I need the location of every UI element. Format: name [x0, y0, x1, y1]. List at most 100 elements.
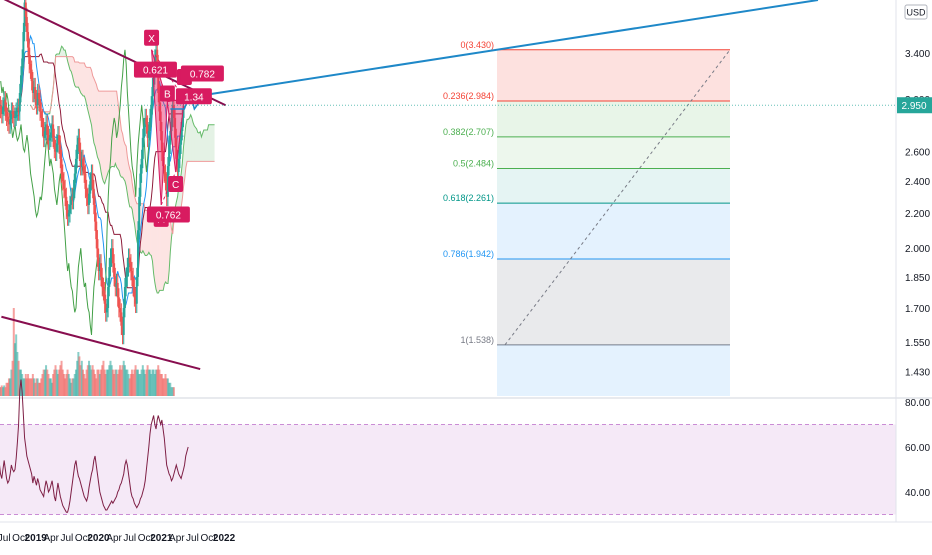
candle-body [150, 105, 153, 118]
volume-bar [94, 374, 97, 396]
volume-bar [146, 365, 149, 396]
volume-bar [152, 369, 155, 396]
cloud-segment [156, 220, 158, 294]
fib-level-label: 0.786(1.942) [443, 249, 494, 259]
candle-body [100, 263, 103, 277]
ratio-label-abc-text: 0.782 [190, 70, 215, 81]
volume-bar [36, 378, 39, 396]
volume-bar [65, 374, 68, 396]
price-tick-label: 1.550 [905, 338, 930, 349]
cloud-segment [70, 56, 72, 72]
cloud-segment [166, 220, 168, 284]
candle-body [168, 144, 171, 167]
cloud-segment [64, 50, 66, 57]
candle-body [102, 286, 105, 292]
volume-bar [101, 365, 104, 396]
candle-body [160, 131, 163, 152]
last-price-tag: 2.950 [897, 97, 932, 114]
cloud-segment [187, 119, 189, 162]
candle-body [107, 286, 110, 309]
time-tick-label: 2022 [213, 533, 236, 544]
ratio-label-bcd-text: 0.762 [156, 210, 181, 221]
candle-body [115, 282, 118, 287]
candle-body [6, 116, 9, 122]
candle-body [132, 276, 135, 287]
candle-body [29, 63, 32, 70]
volume-bar [135, 369, 138, 396]
cloud-segment [104, 91, 106, 184]
candle-body [43, 131, 46, 138]
volume-bar [91, 365, 94, 396]
candle-body [5, 111, 8, 117]
cloud-segment [160, 220, 163, 291]
volume-bar [158, 369, 161, 396]
cloud-segment [152, 217, 154, 274]
time-tick-label: Oct [138, 533, 154, 544]
candle-body [17, 107, 20, 112]
cloud-segment [213, 124, 215, 162]
cloud-segment [195, 127, 197, 162]
cloud-segment [193, 122, 195, 162]
volume-bar [51, 382, 54, 396]
volume-bar [165, 378, 168, 396]
volume-bar [49, 378, 52, 396]
time-tick-label: Oct [75, 533, 91, 544]
candle-body [37, 92, 40, 100]
cloud-segment [58, 54, 60, 57]
candle-body [110, 248, 113, 258]
rsi-band [0, 424, 896, 515]
volume-bar [18, 369, 21, 396]
volume-bar [68, 378, 71, 396]
fib-zone-extension [497, 344, 730, 396]
candle-body [64, 188, 67, 197]
fibonacci-retracement[interactable]: 0(3.430) 0.236(2.984) 0.382(2.707) 0.5(2.48… [443, 40, 731, 396]
candle-body [95, 221, 98, 240]
volume-bar [116, 374, 119, 396]
time-tick-label: Apr [43, 533, 59, 544]
candle-body [166, 166, 169, 197]
candle-body [159, 111, 162, 132]
fib-zone [497, 168, 730, 204]
point-label-c-text: C [172, 180, 179, 191]
volume-bar [144, 374, 147, 396]
price-tick-label: 2.400 [905, 177, 930, 188]
candle-body [111, 248, 114, 264]
trendlines[interactable] [1, 0, 227, 371]
candle-body [98, 263, 101, 271]
volume-bar [128, 378, 131, 396]
volume-bar [96, 369, 99, 396]
volume-bar [62, 374, 65, 396]
candle-body [128, 257, 131, 264]
candle-body [158, 92, 161, 112]
point-label-b: B [159, 85, 175, 102]
cloud-segment [87, 67, 90, 116]
fib-zone [497, 203, 730, 260]
cloud-segment [103, 91, 105, 184]
currency-label: USD [904, 4, 928, 20]
ratio-label-xad: 1.34 [175, 88, 212, 105]
candle-body [85, 188, 88, 197]
candle-body [133, 286, 136, 298]
volume-bar [22, 378, 25, 396]
cloud-segment [165, 220, 167, 284]
volume-bar [126, 369, 129, 396]
point-label-x: X [144, 29, 160, 46]
candle-body [12, 114, 15, 118]
volume-bar [92, 369, 95, 396]
volume-bar [35, 378, 38, 396]
candle-body [121, 325, 124, 335]
volume-bar [84, 378, 87, 396]
volume-bar [138, 374, 141, 396]
candle-body [104, 303, 107, 313]
candle-body [105, 308, 108, 313]
point-label-x-bg [144, 29, 160, 46]
ratio-label-bcd: 0.762 [146, 206, 190, 223]
cloud-segment [199, 131, 201, 162]
volume-bar [6, 382, 9, 396]
candle-body [134, 297, 137, 304]
cloud-segment [78, 61, 80, 90]
cloud-segment [154, 220, 157, 290]
